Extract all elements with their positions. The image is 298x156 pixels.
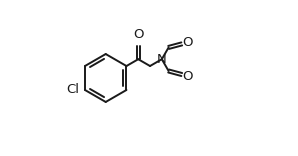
Text: Cl: Cl [66, 83, 79, 96]
Text: N: N [157, 53, 167, 66]
Text: O: O [182, 36, 193, 49]
Text: O: O [182, 70, 193, 83]
Text: O: O [133, 28, 144, 41]
